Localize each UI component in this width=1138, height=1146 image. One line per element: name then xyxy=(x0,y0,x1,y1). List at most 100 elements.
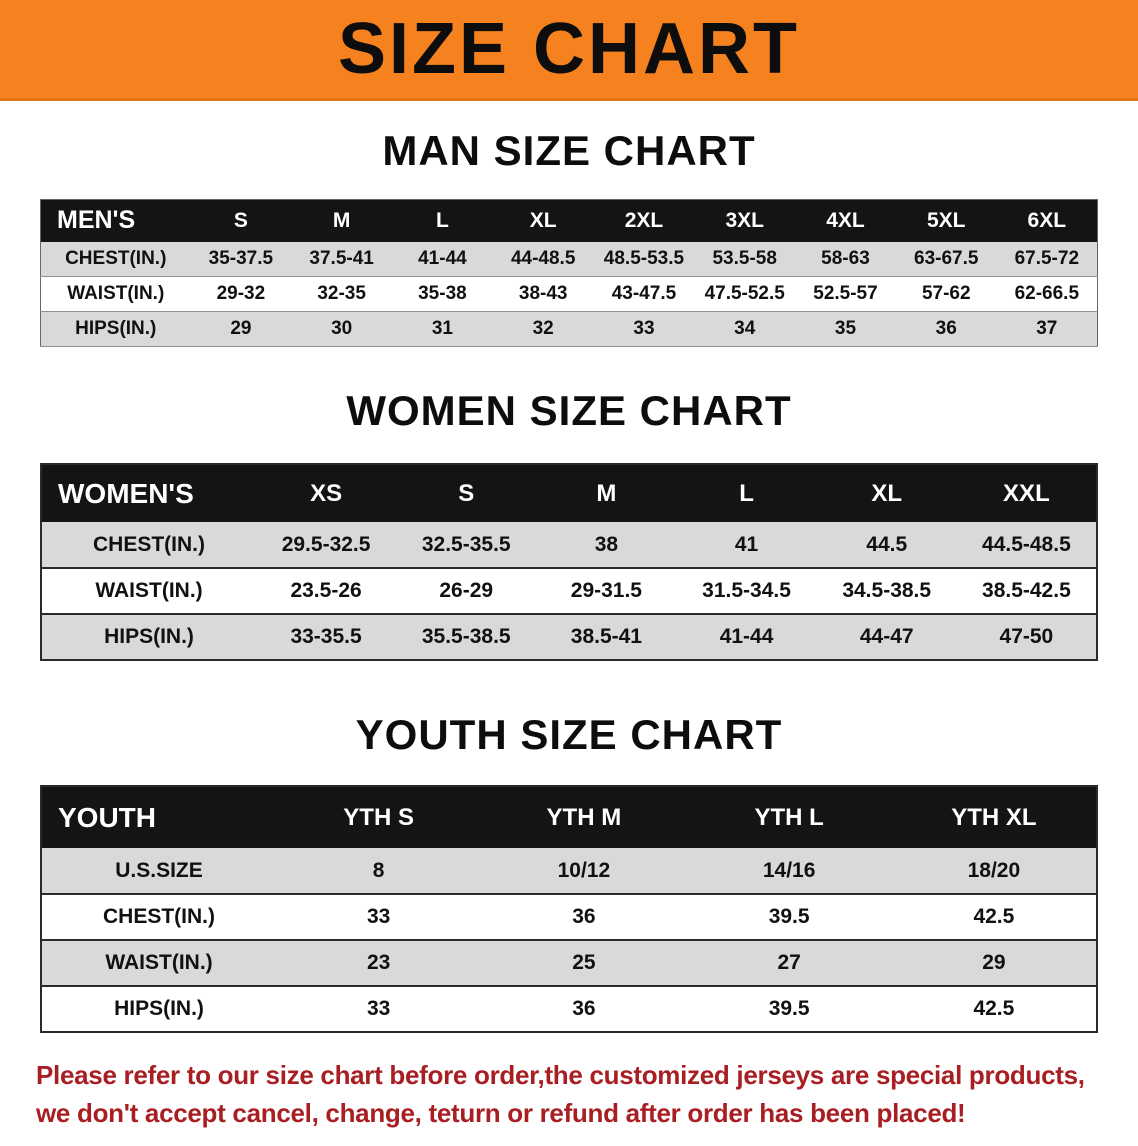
measurement-value: 27 xyxy=(777,951,801,974)
size-column-header: YTH M xyxy=(546,803,622,831)
size-column-header: XXL xyxy=(1003,479,1050,507)
measurement-value: 32.5-35.5 xyxy=(421,532,511,556)
measurement-value: 30 xyxy=(331,318,353,339)
measurement-value: 44.5 xyxy=(866,532,908,556)
size-column-header: 3XL xyxy=(725,208,764,232)
measurement-value: 33 xyxy=(366,997,391,1020)
measurement-value: 47-50 xyxy=(999,625,1054,648)
women-size-table: WOMEN'S XS S M L XL XXL CHEST(IN.) 29.5-32.5 32.5… xyxy=(40,463,1098,661)
size-header-row: YOUTH YTH S YTH M YTH L YTH XL xyxy=(41,786,1097,848)
measurement-value: 44-48.5 xyxy=(510,247,576,269)
measurement-row: CHEST(IN.) 35-37.5 37.5-41 41-44 44-48.5 48.5… xyxy=(40,241,1098,277)
measurement-value: 67.5-72 xyxy=(1014,247,1080,269)
size-column-header: 5XL xyxy=(926,208,966,232)
measurement-label: WAIST(IN.) xyxy=(95,579,203,602)
men-size-chart-heading: MAN SIZE CHART xyxy=(382,127,756,174)
measurement-value: 33 xyxy=(366,905,391,928)
size-column-header: S xyxy=(233,208,248,232)
measurement-label: HIPS(IN.) xyxy=(75,318,157,339)
measurement-value: 10/12 xyxy=(557,858,611,882)
measurement-value: 57-62 xyxy=(921,283,971,304)
measurement-row: HIPS(IN.) 33 36 39.5 42.5 xyxy=(41,986,1097,1032)
measurement-label: WAIST(IN.) xyxy=(105,951,213,974)
measurement-value: 29 xyxy=(230,318,252,339)
size-header-row: WOMEN'S XS S M L XL XXL xyxy=(41,464,1097,522)
measurement-row: CHEST(IN.) 29.5-32.5 32.5-35.5 38 41 44.5 44.5… xyxy=(41,522,1097,568)
table-title-cell: MEN'S xyxy=(57,206,136,235)
measurement-label: WAIST(IN.) xyxy=(67,283,165,304)
measurement-value: 37 xyxy=(1036,318,1058,339)
measurement-value: 63-67.5 xyxy=(914,247,979,269)
measurement-row: WAIST(IN.) 29-32 32-35 35-38 38-43 43-47.5 47.… xyxy=(40,276,1098,312)
size-column-header: M xyxy=(596,479,617,507)
measurement-row: CHEST(IN.) 33 36 39.5 42.5 xyxy=(41,894,1097,940)
men-section: MAN SIZE CHART MEN'S S M L XL 2XL 3XL 4XL 5XL 6XL… xyxy=(0,127,1138,347)
measurement-value: 44.5-48.5 xyxy=(982,532,1071,556)
size-column-header: M xyxy=(332,208,351,232)
measurement-value: 38.5-41 xyxy=(570,625,642,648)
measurement-value: 14/16 xyxy=(762,858,816,882)
size-column-header: 2XL xyxy=(624,208,664,232)
measurement-value: 39.5 xyxy=(768,905,810,928)
size-column-header: XL xyxy=(529,208,557,232)
size-chart-banner: SIZE CHART xyxy=(0,0,1138,101)
men-size-table: MEN'S S M L XL 2XL 3XL 4XL 5XL 6XL CHEST(IN.) 35-37… xyxy=(40,199,1098,347)
size-column-header: XL xyxy=(871,479,903,507)
measurement-value: 52.5-57 xyxy=(813,283,878,304)
measurement-value: 35.5-38.5 xyxy=(421,625,511,648)
measurement-value: 43-47.5 xyxy=(611,283,677,304)
measurement-label: U.S.SIZE xyxy=(115,858,203,882)
measurement-row: HIPS(IN.) 33-35.5 35.5-38.5 38.5-41 41-44 44-… xyxy=(41,614,1097,660)
measurement-value: 36 xyxy=(572,905,596,928)
measurement-value: 62-66.5 xyxy=(1014,283,1080,304)
disclaimer-line-1: Please refer to our size chart before or… xyxy=(36,1060,1085,1090)
measurement-value: 41 xyxy=(734,532,759,556)
measurement-label: CHEST(IN.) xyxy=(65,247,167,269)
measurement-value: 36 xyxy=(572,997,596,1020)
size-column-header: S xyxy=(458,479,475,507)
measurement-value: 29.5-32.5 xyxy=(281,532,371,556)
measurement-value: 36 xyxy=(935,318,957,339)
measurement-value: 8 xyxy=(372,858,385,882)
measurement-value: 41-44 xyxy=(418,247,467,269)
measurement-value: 38.5-42.5 xyxy=(982,579,1071,602)
youth-size-table: YOUTH YTH S YTH M YTH L YTH XL U.S.SIZE 8 10/12… xyxy=(40,785,1098,1033)
measurement-value: 42.5 xyxy=(973,997,1015,1020)
measurement-value: 29-31.5 xyxy=(570,579,642,602)
size-column-header: YTH XL xyxy=(951,803,1037,831)
measurement-value: 26-29 xyxy=(439,579,494,602)
measurement-value: 35-38 xyxy=(418,283,467,304)
measurement-value: 31.5-34.5 xyxy=(702,579,791,602)
measurement-value: 29 xyxy=(982,951,1006,974)
measurement-value: 42.5 xyxy=(973,905,1015,928)
measurement-value: 38-43 xyxy=(518,283,568,304)
table-title-cell: YOUTH xyxy=(58,801,156,833)
size-header-row: MEN'S S M L XL 2XL 3XL 4XL 5XL 6XL xyxy=(40,199,1098,242)
measurement-value: 31 xyxy=(431,318,453,339)
measurement-value: 23 xyxy=(366,951,391,974)
measurement-value: 32 xyxy=(532,318,554,339)
measurement-row: HIPS(IN.) 29 30 31 32 33 34 35 36 37 xyxy=(40,311,1098,347)
disclaimer: Please refer to our size chart before or… xyxy=(0,1057,1138,1146)
youth-size-chart-heading: YOUTH SIZE CHART xyxy=(355,711,783,758)
measurement-label: CHEST(IN.) xyxy=(93,532,205,556)
measurement-value: 39.5 xyxy=(768,997,810,1020)
measurement-value: 35 xyxy=(834,318,857,339)
size-column-header: L xyxy=(436,208,449,232)
measurement-value: 23.5-26 xyxy=(290,579,362,602)
measurement-value: 58-63 xyxy=(821,247,870,269)
measurement-label: HIPS(IN.) xyxy=(104,625,194,648)
size-column-header: 4XL xyxy=(826,208,865,232)
measurement-value: 33 xyxy=(633,318,655,339)
measurement-value: 41-44 xyxy=(719,625,774,648)
disclaimer-line-2: we don't accept cancel, change, teturn o… xyxy=(36,1097,966,1128)
measurement-value: 34 xyxy=(734,318,756,339)
size-column-header: YTH S xyxy=(343,803,414,831)
women-size-chart-heading: WOMEN SIZE CHART xyxy=(346,387,792,434)
measurement-value: 53.5-58 xyxy=(712,247,777,269)
measurement-value: 29-32 xyxy=(216,283,266,304)
size-column-header: XS xyxy=(310,479,343,507)
size-column-header: L xyxy=(739,479,754,507)
measurement-value: 38 xyxy=(594,532,619,556)
youth-section: YOUTH SIZE CHART YOUTH YTH S YTH M YTH L YTH… xyxy=(0,711,1138,1033)
